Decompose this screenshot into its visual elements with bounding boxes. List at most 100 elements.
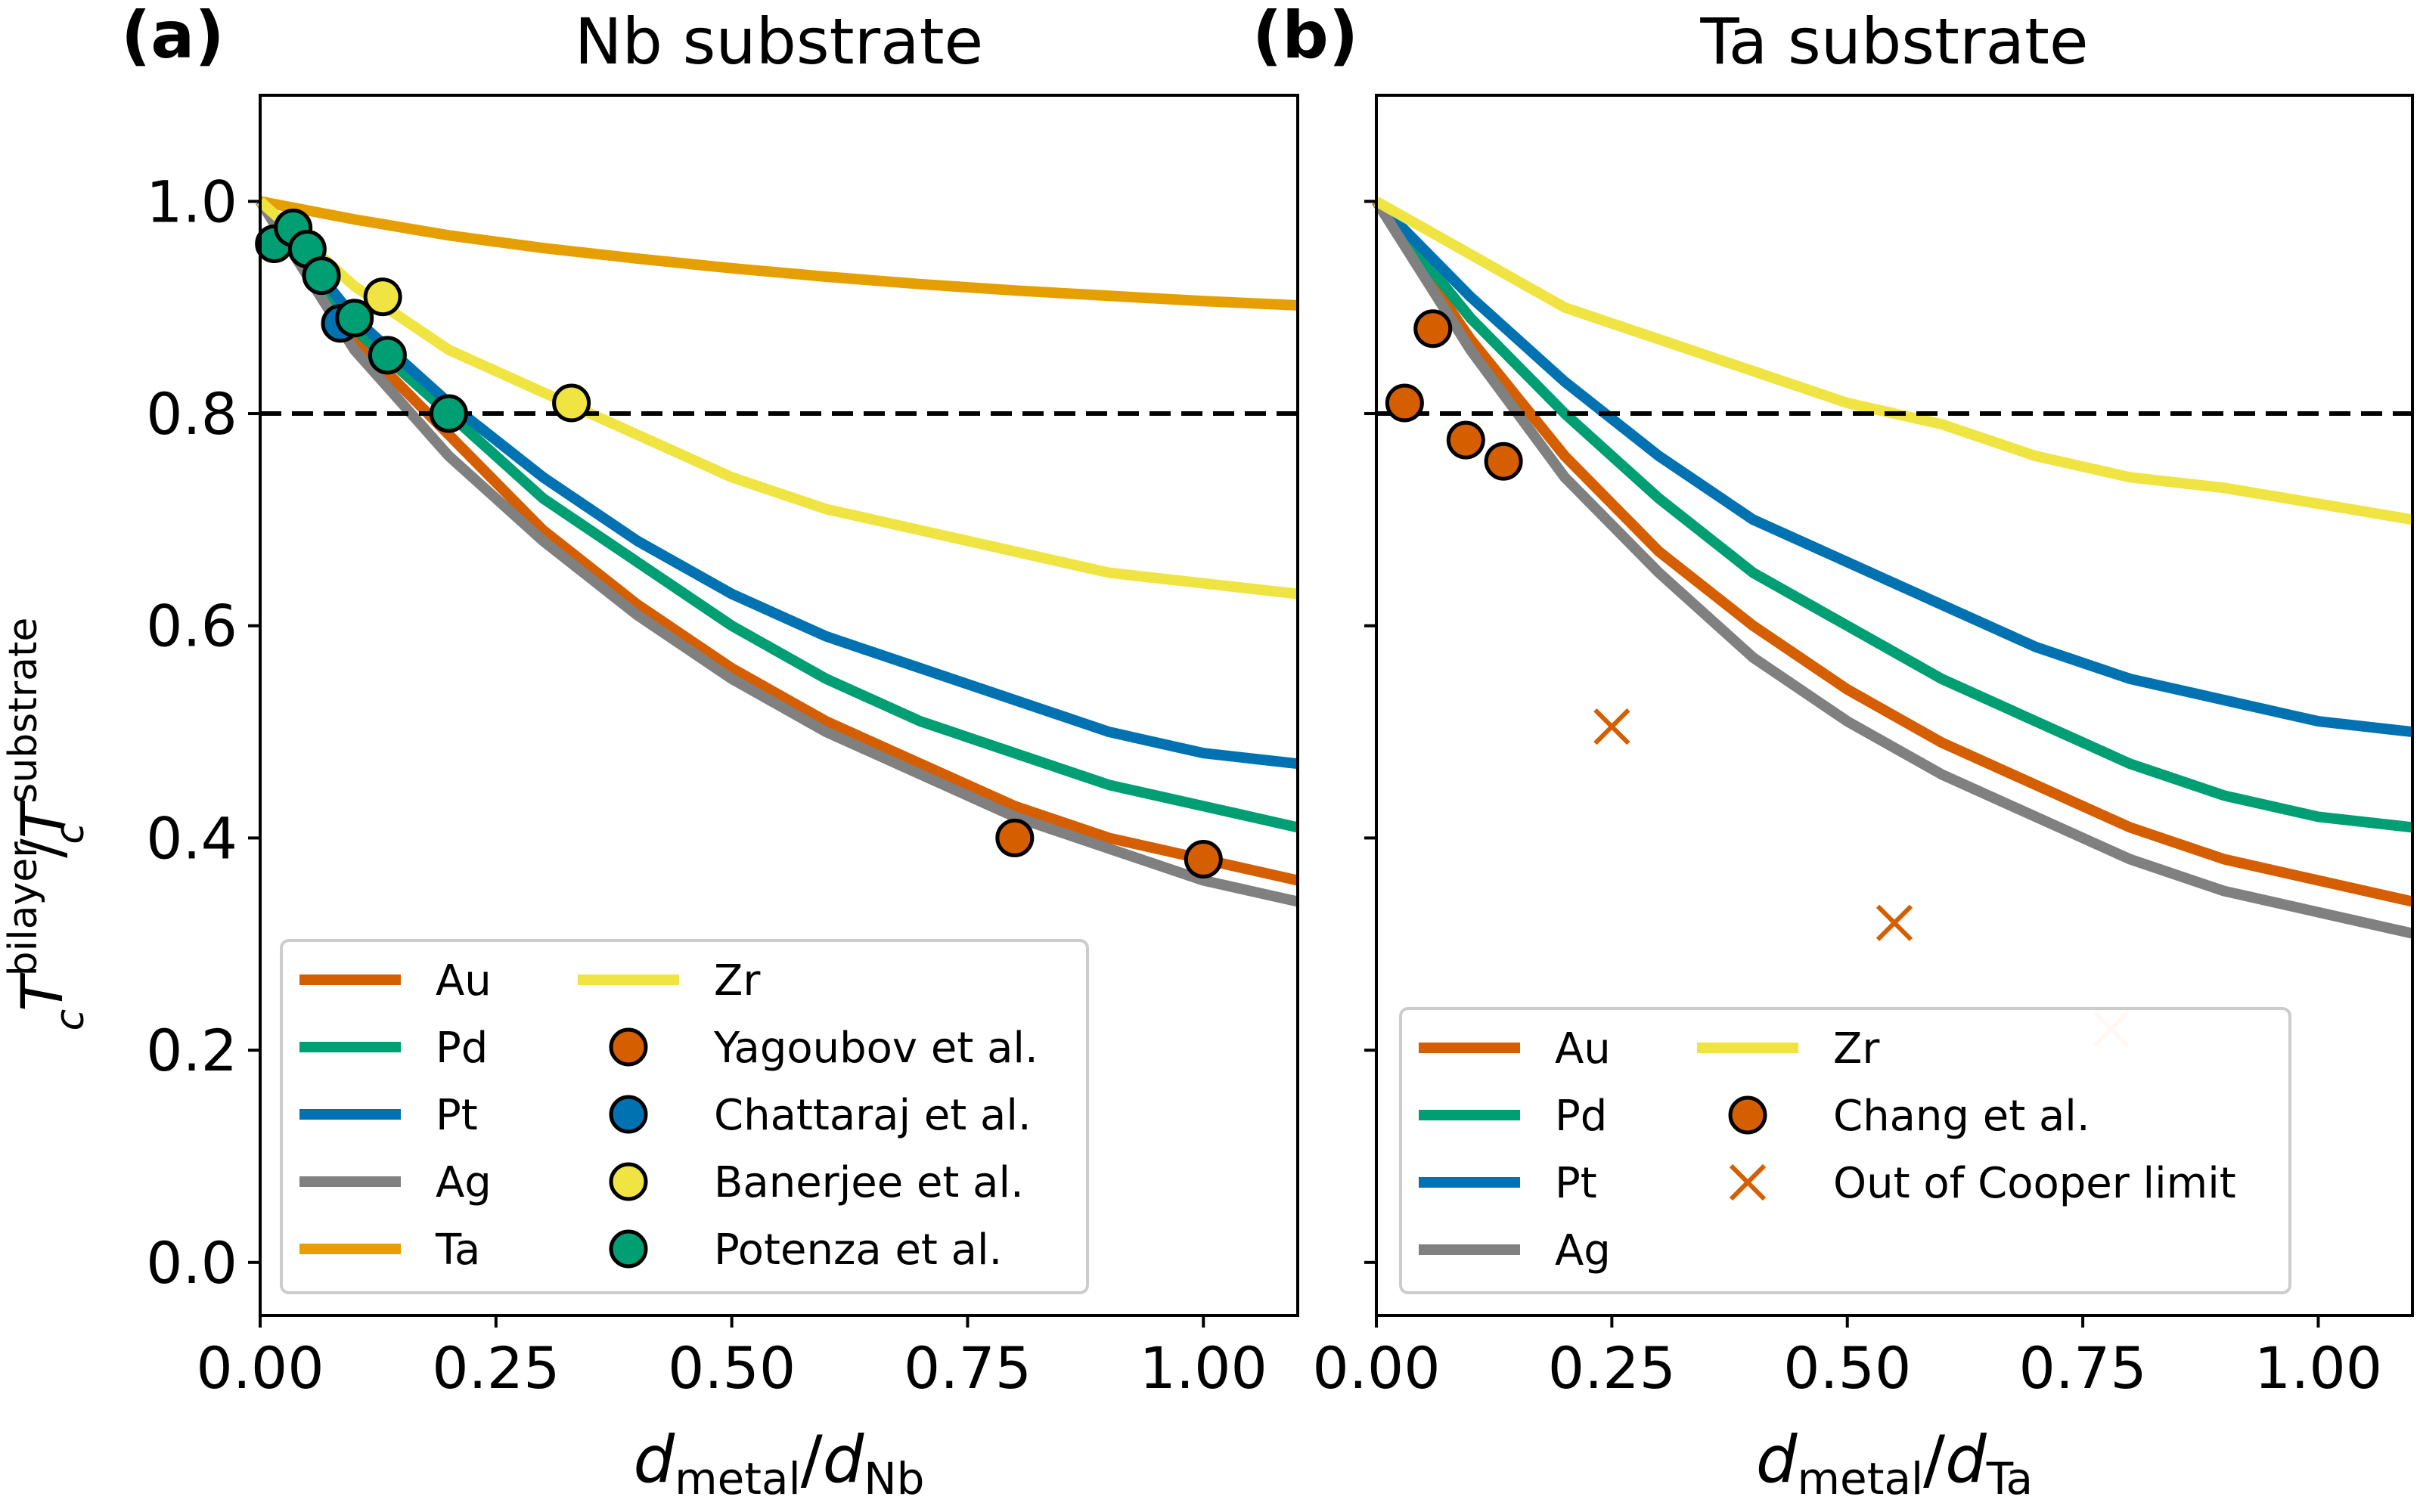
x-tick-label: 0.25 [1548,1334,1676,1402]
series-line-pd [1372,197,2413,833]
plot-frame [259,94,1299,1317]
legend-entry-out-of-cooper-limit: Out of Cooper limit [1729,1159,2236,1208]
chart-title: Ta substrate [1699,5,2088,79]
legend-label: Pd [436,1024,488,1073]
x-tick-label: 1.00 [2254,1334,2382,1402]
legend-entry-ta: Ta [299,1225,480,1275]
legend-entry-potenza-et-al: Potenza et al. [609,1225,1002,1275]
legend-label: Au [1555,1024,1611,1074]
data-point [995,818,1035,857]
legend-swatch [609,1095,648,1134]
legend-entry-ag: Ag [1419,1226,1611,1275]
xlabel-slash: / [1923,1422,1945,1498]
x-tick-label: 0.50 [1783,1334,1911,1402]
legend-entry-pt: Pt [1419,1159,1597,1208]
legend-label: Pd [1555,1092,1607,1141]
x-tick-label: 0.00 [1312,1334,1440,1402]
panel-label: (a) [121,0,225,73]
data-point [1484,442,1523,481]
legend-entry-chang-et-al: Chang et al. [1728,1092,2090,1141]
data-point [363,277,402,317]
legend-entry-ag: Ag [299,1158,492,1207]
y-tick-label: 0.2 [146,1017,237,1084]
x-axis-label: dmetal/dNb [634,1422,925,1504]
data-point [1385,383,1424,423]
xlabel-main2: d [1945,1422,1987,1498]
xlabel-sub2: Ta [1986,1453,2033,1504]
legend-label: Ag [436,1158,492,1207]
y-tick-label: 1.0 [146,168,237,235]
legend-entry-au: Au [1419,1024,1611,1074]
y-tick-label: 0.8 [146,380,237,448]
legend-entry-zr: Zr [578,956,761,1005]
y-tick-label: 0.0 [146,1229,237,1297]
series-line-pd [256,198,1299,833]
legend-label: Chattaraj et al. [714,1091,1032,1140]
xlabel-slash: / [801,1422,823,1498]
series-line-zr [256,197,1298,600]
x-tick-label: 0.50 [668,1334,796,1402]
legend-swatch [609,1027,648,1067]
series-line-ag [1372,198,2414,939]
legend-entry-pt: Pt [299,1091,478,1140]
data-point [335,299,374,338]
ylabel-sup1: bilayer [1,841,46,977]
data-point-x-marker [1593,708,1630,745]
xlabel-main: d [1756,1422,1798,1498]
legend-label: Zr [714,956,761,1005]
y-tick-label: 0.4 [146,804,237,872]
panel-label: (b) [1252,0,1358,73]
series-line-zr [1373,197,2414,525]
series-line-au [256,198,1299,886]
legend-entry-pd: Pd [299,1024,488,1073]
data-point [1413,309,1453,349]
series-line-ag [256,198,1299,907]
panel-a: (a) Nb substrate 0.00 0.25 0.50 0.75 1.00 0.0 0.… [121,0,1299,1504]
legend-label: Ta [435,1225,480,1275]
xlabel-sub1: metal [675,1453,801,1504]
panel-b: (b) Ta substrate 0.00 0.25 0.50 0.75 1.00 dmeta… [1252,0,2414,1504]
legend-entry-pd: Pd [1419,1092,1607,1141]
chart-title: Nb substrate [575,5,984,79]
series-line-ta [259,196,1298,311]
x-tick-label: 0.00 [196,1334,324,1402]
x-tick-label: 0.75 [2018,1334,2146,1402]
legend-label: Chang et al. [1833,1092,2090,1141]
legend-entry-zr: Zr [1697,1024,1880,1074]
data-point [429,394,468,433]
legend-label: Out of Cooper limit [1833,1159,2236,1208]
ylabel-main2: T [8,799,76,838]
legend-entry-au: Au [299,956,492,1005]
plot-frame [1375,94,2414,1317]
data-point [1184,840,1223,879]
legend-label: Yagoubov et al. [713,1024,1038,1073]
series-line-pt [1373,197,2413,738]
x-tick-label: 0.75 [904,1334,1032,1402]
legend-label: Zr [1833,1024,1880,1074]
legend-swatch [1729,1163,1767,1201]
legend-swatch [609,1229,648,1269]
legend-swatch [609,1162,648,1201]
legend-label: Ag [1555,1226,1611,1275]
legend-box [1399,1007,2291,1294]
x-tick-label: 0.25 [432,1334,560,1402]
x-axis-label: dmetal/dTa [1756,1422,2033,1504]
series-line-pt [256,197,1298,770]
svg-text:Tbilayerc/Tsubstratec: Tbilayerc/Tsubstratec [1,618,93,1031]
legend-label: Potenza et al. [714,1225,1002,1275]
legend-entry-chattaraj-et-al: Chattaraj et al. [609,1091,1032,1140]
series-line-au [1372,198,2414,907]
legend: Au Pd Pt Ag Ta Zr Yagoubov et al. Chattaraj et … [280,939,1089,1294]
data-point [552,383,591,423]
data-point [368,336,407,375]
x-tick-label: 1.00 [1140,1334,1267,1402]
xlabel-main2: d [823,1422,864,1498]
legend-label: Au [436,956,492,1005]
ylabel-sup2: substrate [1,618,46,804]
ylabel-sub2: c [48,823,93,844]
legend-entry-yagoubov-et-al: Yagoubov et al. [609,1024,1038,1073]
legend-label: Banerjee et al. [714,1158,1024,1207]
y-tick-label: 0.6 [146,593,237,660]
xlabel-sub1: metal [1798,1453,1924,1504]
xlabel-main: d [634,1422,675,1498]
